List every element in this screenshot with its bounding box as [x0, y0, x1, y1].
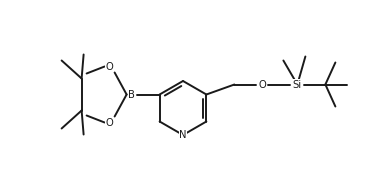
Text: B: B: [128, 89, 135, 100]
Text: N: N: [179, 130, 187, 140]
Text: O: O: [106, 118, 114, 127]
Text: O: O: [258, 80, 266, 89]
Text: O: O: [106, 62, 114, 71]
Text: Si: Si: [293, 80, 302, 89]
